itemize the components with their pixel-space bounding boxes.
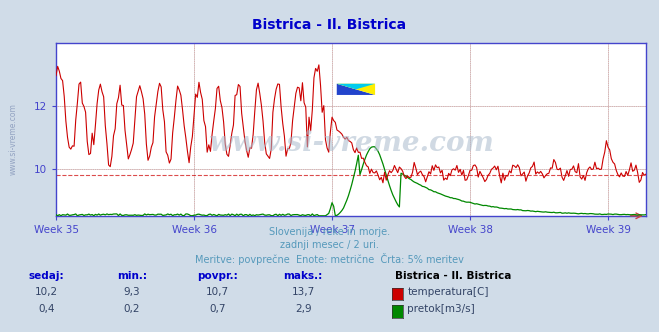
Text: min.:: min.: bbox=[117, 271, 147, 281]
Text: 2,9: 2,9 bbox=[295, 304, 312, 314]
Text: 0,2: 0,2 bbox=[123, 304, 140, 314]
Text: temperatura[C]: temperatura[C] bbox=[407, 287, 489, 297]
Polygon shape bbox=[337, 84, 375, 89]
Text: Bistrica - Il. Bistrica: Bistrica - Il. Bistrica bbox=[395, 271, 512, 281]
Text: 10,2: 10,2 bbox=[34, 287, 58, 297]
Text: 0,7: 0,7 bbox=[209, 304, 226, 314]
Text: 13,7: 13,7 bbox=[291, 287, 315, 297]
Text: povpr.:: povpr.: bbox=[197, 271, 238, 281]
Text: Meritve: povprečne  Enote: metrične  Črta: 5% meritev: Meritve: povprečne Enote: metrične Črta:… bbox=[195, 253, 464, 265]
Polygon shape bbox=[337, 84, 375, 95]
Text: www.si-vreme.com: www.si-vreme.com bbox=[208, 130, 494, 157]
Text: www.si-vreme.com: www.si-vreme.com bbox=[9, 104, 18, 175]
Text: Slovenija / reke in morje.: Slovenija / reke in morje. bbox=[269, 227, 390, 237]
Text: 10,7: 10,7 bbox=[206, 287, 229, 297]
Text: pretok[m3/s]: pretok[m3/s] bbox=[407, 304, 475, 314]
Text: sedaj:: sedaj: bbox=[28, 271, 64, 281]
Text: Bistrica - Il. Bistrica: Bistrica - Il. Bistrica bbox=[252, 18, 407, 32]
Polygon shape bbox=[337, 84, 375, 95]
Text: 0,4: 0,4 bbox=[38, 304, 55, 314]
Text: 9,3: 9,3 bbox=[123, 287, 140, 297]
Text: maks.:: maks.: bbox=[283, 271, 323, 281]
Text: zadnji mesec / 2 uri.: zadnji mesec / 2 uri. bbox=[280, 240, 379, 250]
